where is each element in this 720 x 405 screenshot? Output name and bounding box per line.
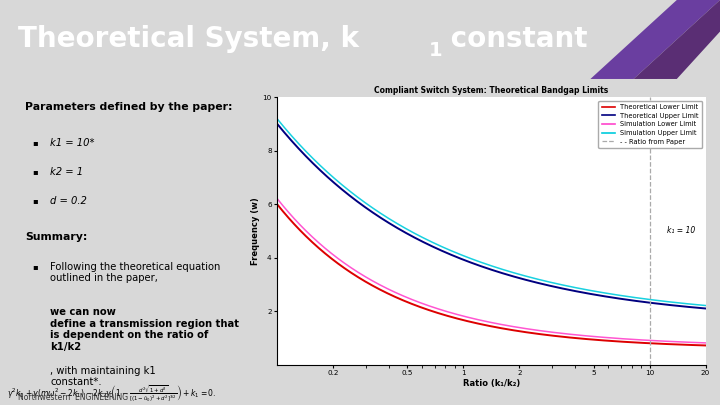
Simulation Upper Limit (526, 275, 534, 279)
Simulation Lower Limit (383, 286, 392, 291)
Title: Compliant Switch System: Theoretical Bandgap Limits: Compliant Switch System: Theoretical Ban… (374, 86, 608, 95)
Theoretical Upper Limit (273, 122, 282, 126)
Theoretical Upper Limit (348, 196, 357, 200)
Text: constant: constant (441, 26, 588, 53)
Simulation Upper Limit (701, 303, 710, 308)
Text: $\gamma^2 k_1 + \gamma(m\omega^2 - 2k_1) - 2k_{2}\gamma\left(1 - \frac{d^2\sqrt{: $\gamma^2 k_1 + \gamma(m\omega^2 - 2k_1)… (7, 384, 217, 405)
Theoretical Upper Limit (701, 306, 710, 311)
Text: ▪: ▪ (32, 196, 38, 205)
Line: Theoretical Upper Limit: Theoretical Upper Limit (277, 124, 706, 309)
Y-axis label: Frequency (w): Frequency (w) (251, 197, 260, 265)
Line: Simulation Lower Limit: Simulation Lower Limit (277, 198, 706, 343)
Polygon shape (590, 0, 720, 79)
Simulation Lower Limit (595, 335, 604, 339)
Theoretical Upper Limit (526, 278, 534, 283)
Text: Following the theoretical equation
outlined in the paper,: Following the theoretical equation outli… (50, 262, 221, 283)
Text: we can now
define a transmission region that
is dependent on the ratio of
k1/k2: we can now define a transmission region … (50, 307, 239, 352)
Simulation Lower Limit (467, 315, 475, 320)
Text: Theoretical System, k: Theoretical System, k (18, 26, 359, 53)
Text: d = 0.2: d = 0.2 (50, 196, 87, 206)
Text: k2 = 1: k2 = 1 (50, 167, 84, 177)
Theoretical Lower Limit (383, 291, 392, 296)
Theoretical Upper Limit (467, 260, 475, 265)
Simulation Lower Limit (348, 266, 357, 271)
Theoretical Upper Limit (559, 286, 567, 291)
Theoretical Upper Limit (383, 220, 392, 224)
Text: k1 = 10*: k1 = 10* (50, 138, 95, 148)
Simulation Lower Limit (559, 331, 567, 336)
Text: k₁ = 10: k₁ = 10 (667, 226, 695, 234)
Theoretical Lower Limit (595, 338, 604, 343)
Theoretical Upper Limit (595, 293, 604, 298)
Simulation Upper Limit (595, 290, 604, 294)
Text: Northwestern  ENGINEERING: Northwestern ENGINEERING (18, 393, 128, 402)
Text: Parameters defined by the paper:: Parameters defined by the paper: (25, 102, 233, 112)
Theoretical Lower Limit (467, 320, 475, 324)
Simulation Upper Limit (383, 215, 392, 220)
Polygon shape (634, 0, 720, 79)
Text: ▪: ▪ (32, 262, 38, 271)
Text: , with maintaining k1
constant*.: , with maintaining k1 constant*. (50, 366, 156, 388)
Theoretical Lower Limit (559, 335, 567, 339)
Simulation Upper Limit (273, 116, 282, 121)
Simulation Lower Limit (526, 327, 534, 332)
Theoretical Lower Limit (273, 202, 282, 207)
Theoretical Lower Limit (701, 343, 710, 348)
Simulation Upper Limit (467, 256, 475, 261)
Simulation Lower Limit (701, 341, 710, 345)
Text: ▪: ▪ (32, 138, 38, 147)
Line: Theoretical Lower Limit: Theoretical Lower Limit (277, 204, 706, 345)
X-axis label: Ratio (k₁/k₂): Ratio (k₁/k₂) (463, 379, 520, 388)
Text: 1: 1 (428, 41, 442, 60)
Simulation Lower Limit (273, 196, 282, 201)
Theoretical Lower Limit (348, 271, 357, 276)
Legend: Theoretical Lower Limit, Theoretical Upper Limit, Simulation Lower Limit, Simula: Theoretical Lower Limit, Theoretical Upp… (598, 100, 702, 148)
Text: ▪: ▪ (32, 167, 38, 176)
Text: Summary:: Summary: (25, 232, 88, 242)
Simulation Upper Limit (559, 283, 567, 288)
Theoretical Lower Limit (526, 330, 534, 335)
Simulation Upper Limit (348, 191, 357, 196)
Line: Simulation Upper Limit: Simulation Upper Limit (277, 119, 706, 305)
